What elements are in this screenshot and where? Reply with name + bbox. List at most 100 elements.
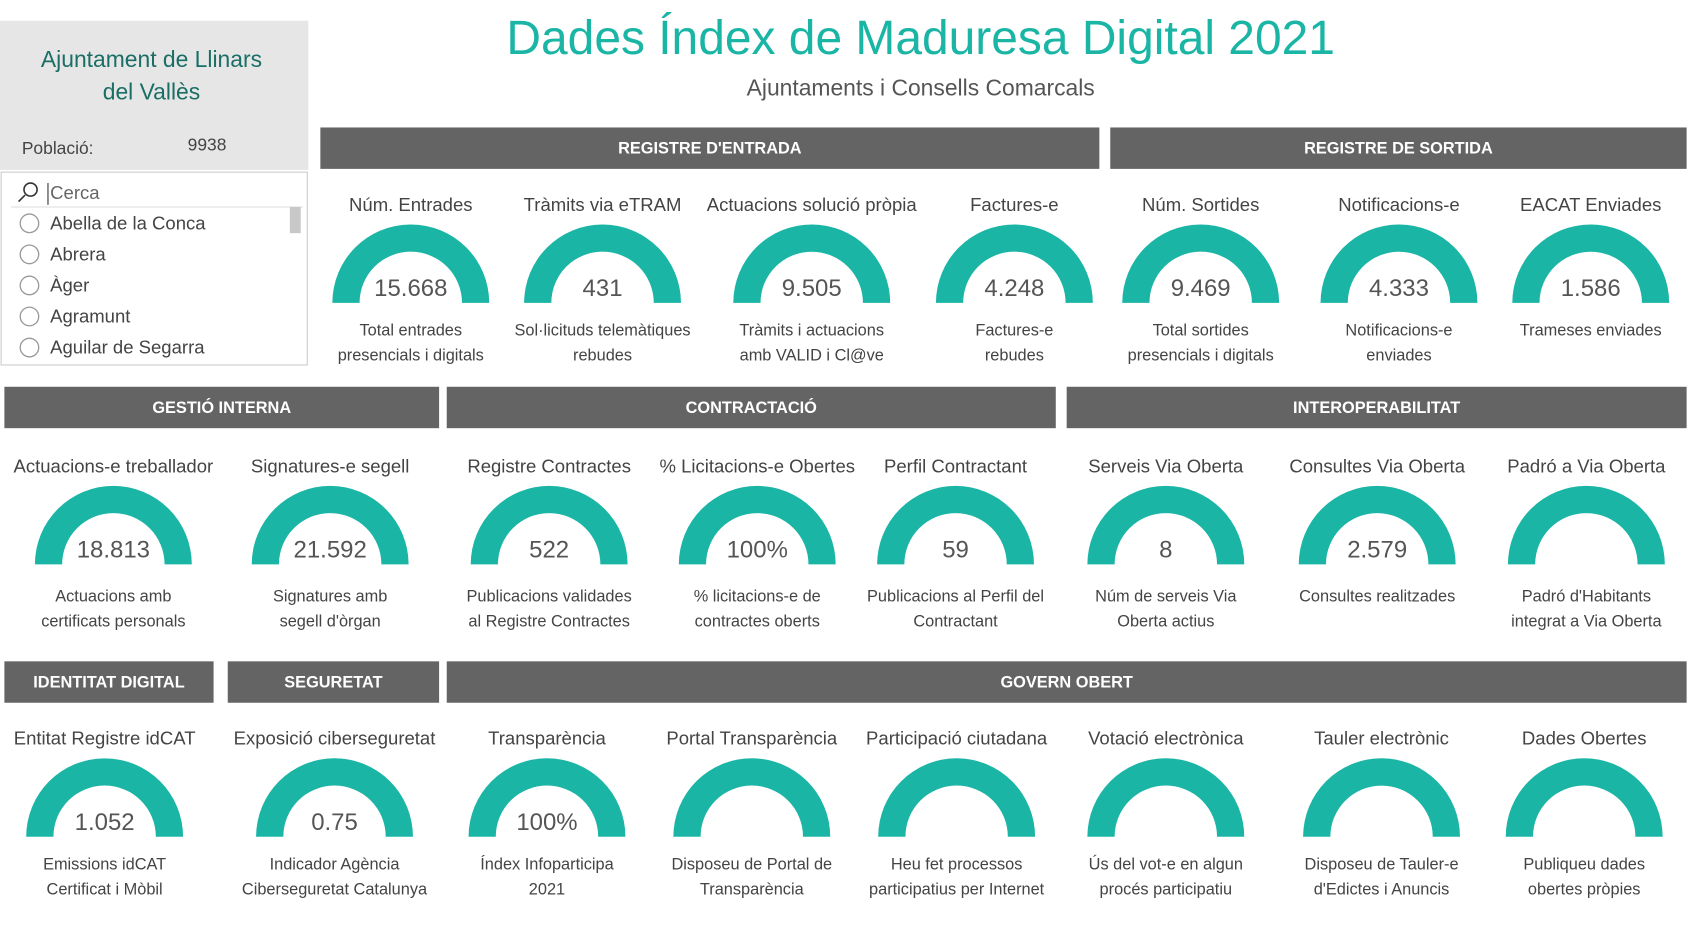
- section-header: [320, 127, 1100, 169]
- content: Abella de la Conca Abrera Àger Agramunt Agui…: [4, 127, 1687, 898]
- kpi-caption: Oberta actius: [1117, 612, 1214, 630]
- kpi-caption: Heu fet processos: [891, 855, 1023, 873]
- kpi-caption: Publicacions validades: [467, 587, 632, 605]
- section-header: [4, 661, 214, 703]
- kpi-caption: enviades: [1366, 347, 1431, 365]
- kpi-title: Tauler electrònic: [1314, 728, 1449, 749]
- section-title: REGISTRE DE SORTIDA: [1304, 140, 1493, 158]
- radio-button[interactable]: [19, 213, 40, 234]
- municipality-card: [0, 20, 309, 170]
- slicer-item[interactable]: Abrera: [50, 243, 106, 264]
- kpi-title: Actuacions solució pròpia: [707, 194, 918, 215]
- kpi-value: 18.813: [77, 537, 150, 564]
- kpi-caption: Disposeu de Tauler-e: [1305, 855, 1459, 873]
- kpi-value: 4.248: [984, 275, 1044, 302]
- gauge: [26, 758, 184, 837]
- gauge: [1507, 485, 1665, 565]
- page-title: Dades Índex de Maduresa Digital 2021: [506, 12, 1335, 65]
- section-title: REGISTRE D'ENTRADA: [618, 140, 802, 158]
- gauge: [935, 224, 1093, 303]
- section-header: [1066, 386, 1687, 429]
- kpi-value: 9.469: [1171, 275, 1231, 302]
- slicer-item[interactable]: Àger: [50, 274, 89, 295]
- kpi-title: Dades Obertes: [1522, 728, 1647, 749]
- kpi-caption: participatius per Internet: [869, 880, 1045, 898]
- gauge: [332, 224, 490, 303]
- gauge: [878, 758, 1036, 837]
- section-title: IDENTITAT DIGITAL: [33, 673, 184, 691]
- gauge: [1298, 485, 1456, 565]
- gauge: [1320, 224, 1478, 303]
- slicer-item[interactable]: Abella de la Conca: [50, 212, 206, 233]
- gauge: [34, 485, 192, 565]
- section-header: [446, 386, 1056, 429]
- gauge: [251, 485, 409, 565]
- gauge: [678, 485, 836, 565]
- gauge: [1505, 758, 1663, 837]
- gauge: [1087, 758, 1245, 837]
- kpi-caption: integrat a Via Oberta: [1511, 612, 1662, 630]
- radio-button[interactable]: [19, 337, 40, 358]
- kpi-caption: Ciberseguretat Catalunya: [242, 880, 428, 898]
- kpi-title: Padró a Via Oberta: [1507, 455, 1666, 476]
- kpi-caption: Ús del vot-e en algun: [1089, 854, 1243, 873]
- kpi-title: Perfil Contractant: [884, 455, 1028, 476]
- kpi-title: Tràmits via eTRAM: [524, 194, 682, 215]
- slicer: [0, 171, 308, 366]
- kpi-caption: Certificat i Mòbil: [47, 880, 163, 898]
- kpi-title: % Licitacions-e Obertes: [659, 455, 855, 476]
- page-subtitle: Ajuntaments i Consells Comarcals: [747, 74, 1095, 100]
- section-header: [1110, 127, 1687, 169]
- kpi-caption: rebudes: [573, 347, 632, 365]
- kpi-value: 1.052: [75, 809, 135, 836]
- kpi-caption: Signatures amb: [273, 587, 387, 605]
- kpi-caption: Sol·licituds telemàtiques: [515, 322, 691, 340]
- radio-button[interactable]: [19, 244, 40, 265]
- kpi-caption: Indicador Agència: [270, 855, 401, 873]
- kpi-caption: Total sortides: [1153, 322, 1249, 340]
- kpi-caption: contractes oberts: [695, 612, 820, 630]
- slicer-item[interactable]: Aguilar de Segarra: [50, 337, 205, 358]
- gauge: [470, 485, 628, 565]
- search-input[interactable]: Cerca: [50, 182, 100, 203]
- scrollbar[interactable]: [289, 207, 301, 234]
- kpi-caption: Núm de serveis Via: [1095, 587, 1237, 605]
- kpi-caption: al Registre Contractes: [468, 612, 630, 630]
- kpi-caption: Tràmits i actuacions: [739, 322, 884, 340]
- section-header: [446, 661, 1687, 703]
- kpi-caption: Emissions idCAT: [43, 855, 166, 873]
- kpi-caption: presencials i digitals: [338, 347, 484, 365]
- kpi-value: 522: [529, 537, 569, 564]
- kpi-caption: Publiqueu dades: [1523, 855, 1645, 873]
- kpi-caption: Transparència: [700, 880, 805, 898]
- kpi-title: Entitat Registre idCAT: [14, 728, 196, 749]
- slicer-item[interactable]: Agramunt: [50, 305, 131, 326]
- kpi-value: 100%: [727, 537, 788, 564]
- kpi-value: 8: [1159, 537, 1172, 564]
- municipality-name: Ajuntament de Llinars del Vallès: [41, 46, 262, 105]
- gauge: [673, 758, 831, 837]
- section-header: [4, 386, 440, 429]
- gauge: [256, 758, 413, 837]
- kpi-value: 9.505: [782, 275, 842, 302]
- kpi-title: Núm. Entrades: [349, 194, 473, 215]
- kpi-title: Signatures-e segell: [251, 455, 410, 476]
- kpi-value: 2.579: [1347, 537, 1407, 564]
- kpi-caption: amb VALID i Cl@ve: [740, 347, 884, 365]
- kpi-caption: procés participatiu: [1100, 880, 1233, 898]
- radio-button[interactable]: [19, 275, 40, 296]
- kpi-value: 21.592: [294, 537, 367, 564]
- radio-button[interactable]: [19, 306, 40, 327]
- section-header: [227, 661, 440, 703]
- population-value: 9938: [188, 135, 227, 155]
- kpi-title: Serveis Via Oberta: [1088, 455, 1244, 476]
- kpi-caption: Padró d'Habitants: [1522, 587, 1651, 605]
- kpi-title: Votació electrònica: [1088, 728, 1244, 749]
- kpi-caption: Trameses enviades: [1520, 322, 1662, 340]
- section-title: GOVERN OBERT: [1000, 673, 1132, 691]
- kpi-title: EACAT Enviades: [1520, 194, 1661, 215]
- kpi-caption: Factures-e: [975, 322, 1053, 340]
- kpi-caption: Notificacions-e: [1345, 322, 1452, 340]
- kpi-caption: Consultes realitzades: [1299, 587, 1455, 605]
- gauge: [1087, 485, 1245, 565]
